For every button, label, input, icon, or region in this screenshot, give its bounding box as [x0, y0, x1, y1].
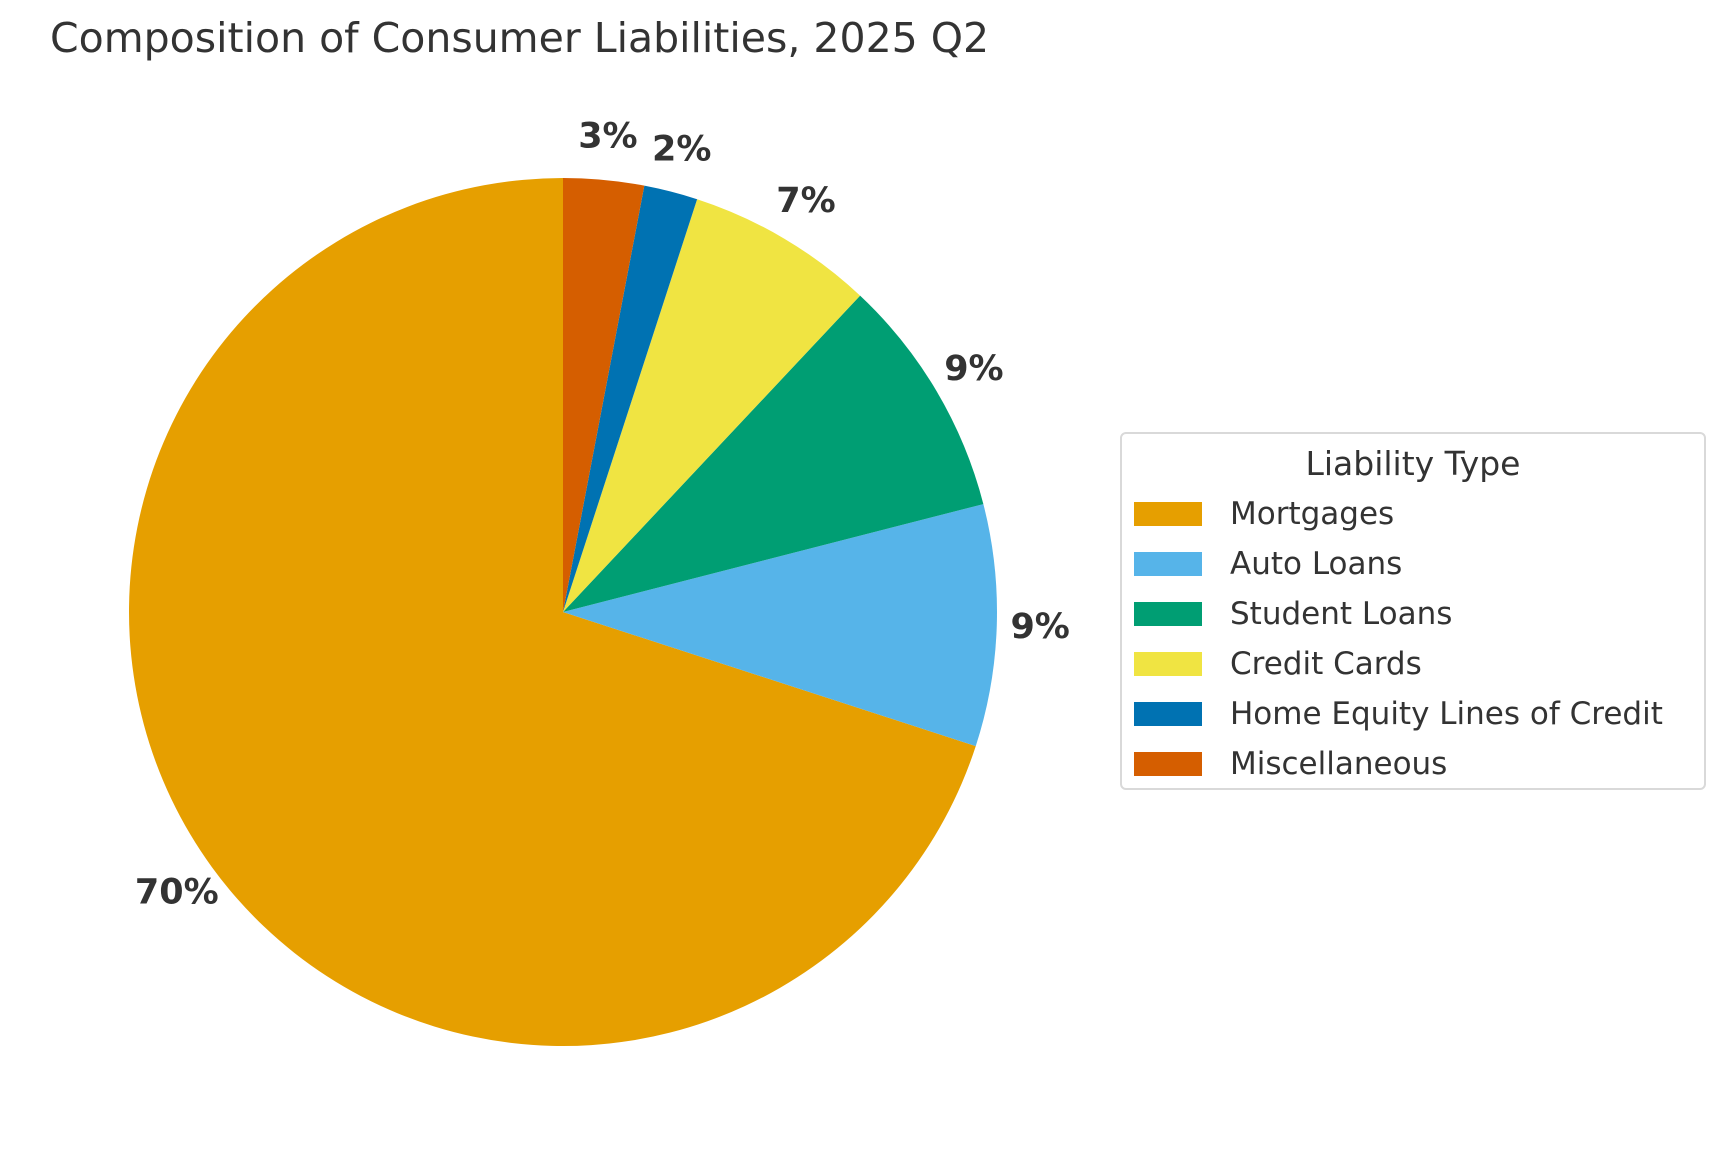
- legend-label: Student Loans: [1230, 596, 1453, 632]
- slice-label-student-loans: 9%: [944, 349, 1003, 389]
- pie-slice-credit-cards: [563, 199, 861, 613]
- legend-item-mortgages: Mortgages: [1134, 494, 1700, 534]
- legend-swatch: [1134, 552, 1202, 576]
- legend-item-miscellaneous: Miscellaneous: [1134, 744, 1700, 784]
- pie-slice-home-equity-lines-of-credit: [563, 185, 698, 613]
- legend-item-home-equity-lines-of-credit: Home Equity Lines of Credit: [1134, 694, 1700, 734]
- slice-label-credit-cards: 7%: [776, 181, 835, 221]
- pie-slice-miscellaneous: [563, 178, 645, 612]
- pie-slice-auto-loans: [563, 504, 997, 747]
- legend-swatch: [1134, 652, 1202, 676]
- legend: Liability Type Mortgages Auto Loans Studen…: [1120, 432, 1706, 790]
- legend-swatch: [1134, 702, 1202, 726]
- legend-item-auto-loans: Auto Loans: [1134, 544, 1700, 584]
- pie-slice-student-loans: [563, 295, 984, 612]
- slice-label-mortgages: 70%: [135, 873, 219, 913]
- legend-swatch: [1134, 602, 1202, 626]
- legend-label: Auto Loans: [1230, 546, 1403, 582]
- pie-slice-mortgages: [128, 178, 976, 1046]
- legend-label: Miscellaneous: [1230, 746, 1448, 782]
- legend-item-student-loans: Student Loans: [1134, 594, 1700, 634]
- legend-label: Home Equity Lines of Credit: [1230, 696, 1663, 732]
- slice-label-auto-loans: 9%: [1010, 607, 1069, 647]
- legend-item-credit-cards: Credit Cards: [1134, 644, 1700, 684]
- slice-label-home-equity-lines-of-credit: 2%: [652, 130, 711, 170]
- legend-title: Liability Type: [1305, 444, 1521, 483]
- legend-swatch: [1134, 752, 1202, 776]
- legend-label: Mortgages: [1230, 496, 1395, 532]
- legend-label: Credit Cards: [1230, 646, 1422, 682]
- chart-title: Composition of Consumer Liabilities, 202…: [50, 14, 990, 62]
- legend-swatch: [1134, 502, 1202, 526]
- slice-label-miscellaneous: 3%: [578, 117, 637, 157]
